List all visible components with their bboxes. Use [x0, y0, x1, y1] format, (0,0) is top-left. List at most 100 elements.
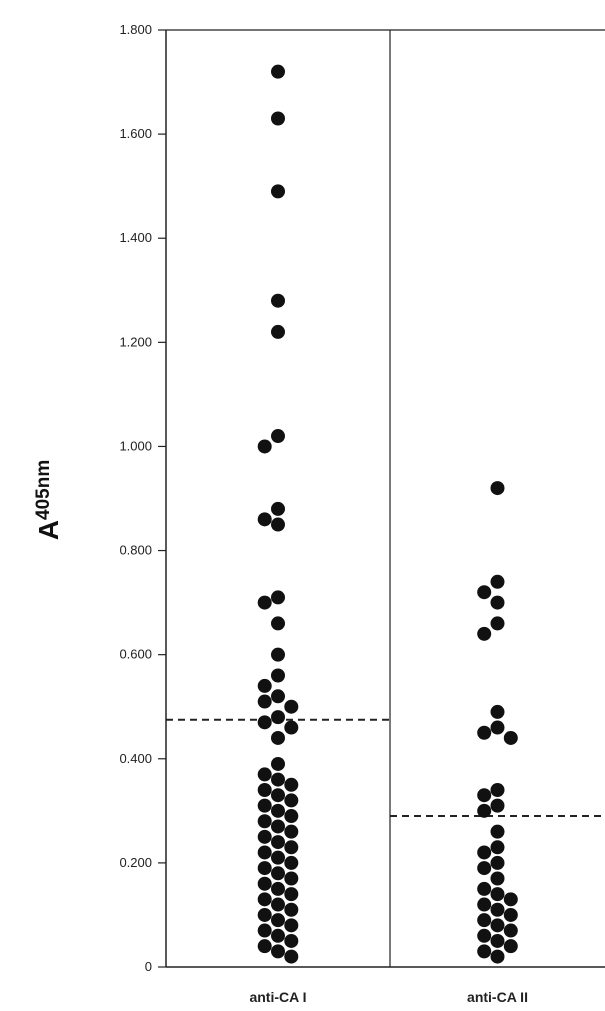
y-ticks: 0 0.200 0.400 0.600 0.800 1.000 1.200 1.400 1.60… — [119, 22, 166, 974]
cutoff-lines — [166, 718, 605, 818]
data-point — [477, 944, 492, 959]
data-point — [284, 840, 299, 855]
data-point — [271, 111, 285, 126]
data-point — [490, 887, 505, 902]
data-point — [284, 793, 299, 808]
data-point — [284, 887, 299, 902]
data-point — [271, 913, 285, 928]
data-point — [490, 704, 505, 719]
data-point — [490, 871, 505, 886]
data-point — [271, 429, 285, 444]
y-tick-label: 0.200 — [119, 855, 152, 870]
data-point — [257, 715, 272, 730]
data-point — [503, 730, 518, 745]
data-point — [271, 64, 285, 79]
y-axis-title-main: A — [33, 520, 64, 540]
data-point — [490, 616, 505, 631]
data-point — [271, 850, 285, 865]
data-point — [490, 855, 505, 870]
data-point — [477, 928, 492, 943]
data-point — [271, 819, 285, 834]
y-tick-label: 1.000 — [119, 438, 152, 453]
y-tick-label: 1.400 — [119, 230, 152, 245]
y-tick-label: 0.800 — [119, 543, 152, 558]
data-point — [271, 501, 285, 516]
data-point — [271, 590, 285, 605]
data-point — [284, 699, 299, 714]
data-point — [490, 949, 505, 964]
data-point — [490, 902, 505, 917]
data-point — [257, 814, 272, 829]
data-point — [271, 616, 285, 631]
data-point — [271, 668, 285, 683]
category-labels: anti-CA I anti-CA II — [249, 989, 527, 1005]
data-point — [257, 829, 272, 844]
data-point — [477, 725, 492, 740]
data-point — [490, 933, 505, 948]
data-point — [271, 517, 285, 532]
data-point — [271, 730, 285, 745]
data-point — [257, 595, 272, 610]
data-point — [490, 798, 505, 813]
data-point — [503, 923, 518, 938]
data-point — [490, 840, 505, 855]
data-point — [284, 855, 299, 870]
data-point — [257, 907, 272, 922]
data-point — [271, 835, 285, 850]
data-points — [257, 64, 518, 964]
data-point — [490, 574, 505, 589]
data-point — [490, 481, 505, 496]
data-point — [477, 881, 492, 896]
axes — [165, 29, 605, 968]
data-point — [271, 756, 285, 771]
data-point — [257, 923, 272, 938]
data-point — [490, 824, 505, 839]
data-point — [477, 897, 492, 912]
data-point — [271, 788, 285, 803]
data-point — [477, 861, 492, 876]
data-point — [477, 803, 492, 818]
data-point — [257, 694, 272, 709]
data-point — [477, 913, 492, 928]
y-tick-label: 1.600 — [119, 126, 152, 141]
data-point — [271, 803, 285, 818]
data-point — [257, 678, 272, 693]
data-point — [503, 907, 518, 922]
data-point — [490, 783, 505, 798]
data-point — [284, 933, 299, 948]
data-point — [257, 783, 272, 798]
data-point — [284, 902, 299, 917]
y-tick-label: 0.600 — [119, 647, 152, 662]
y-tick-label: 1.200 — [119, 334, 152, 349]
data-point — [490, 720, 505, 735]
data-point — [284, 777, 299, 792]
data-point — [257, 845, 272, 860]
data-point — [271, 944, 285, 959]
data-point — [477, 788, 492, 803]
data-point — [271, 897, 285, 912]
data-point — [477, 585, 492, 600]
data-point — [490, 595, 505, 610]
y-tick-label: 0 — [145, 959, 152, 974]
data-point — [271, 928, 285, 943]
data-point — [284, 871, 299, 886]
data-point — [284, 720, 299, 735]
data-point — [490, 918, 505, 933]
y-tick-label: 1.800 — [119, 22, 152, 37]
data-point — [271, 184, 285, 199]
data-point — [271, 772, 285, 787]
data-point — [503, 939, 518, 954]
data-point — [477, 845, 492, 860]
data-point — [271, 324, 285, 339]
data-point — [271, 293, 285, 308]
data-point — [257, 439, 272, 454]
data-point — [257, 876, 272, 891]
data-point — [477, 626, 492, 641]
data-point — [271, 866, 285, 881]
y-tick-label: 0.400 — [119, 751, 152, 766]
y-axis-title: A405nm — [33, 460, 64, 540]
data-point — [284, 918, 299, 933]
data-point — [271, 710, 285, 725]
category-label: anti-CA II — [467, 989, 528, 1005]
